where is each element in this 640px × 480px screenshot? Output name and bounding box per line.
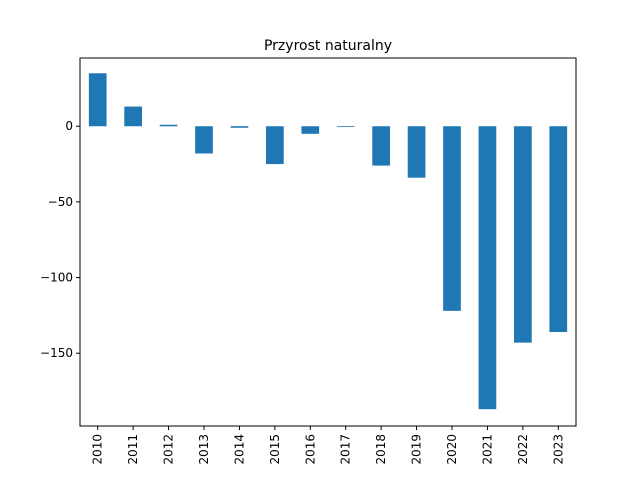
bar-2011 — [124, 106, 142, 127]
x-tick-label-2018: 2018 — [374, 434, 388, 465]
bar-2016 — [301, 126, 320, 134]
x-tick-label-2021: 2021 — [480, 434, 494, 465]
x-tick-label-2023: 2023 — [551, 434, 565, 465]
x-tick-label-2013: 2013 — [197, 434, 211, 465]
x-tick-label-2014: 2014 — [232, 434, 246, 465]
bar-2017 — [336, 126, 355, 128]
bar-2018 — [372, 126, 390, 166]
x-tick-label-2017: 2017 — [339, 434, 353, 465]
x-tick-label-2022: 2022 — [516, 434, 530, 465]
x-tick-label-2016: 2016 — [303, 434, 317, 465]
y-tick-label--100: −100 — [40, 271, 73, 285]
bar-2019 — [407, 126, 426, 178]
plot-frame — [79, 57, 577, 427]
bar-2015 — [266, 126, 284, 165]
y-tick-label-0: 0 — [65, 119, 73, 133]
bar-2012 — [159, 124, 178, 127]
bar-2021 — [478, 126, 497, 410]
bars-group — [88, 73, 568, 410]
chart-title: Przyrost naturalny — [264, 38, 392, 54]
bar-2022 — [514, 126, 532, 343]
bar-2010 — [88, 73, 107, 127]
x-axis: 2010 2011 2012 2013 2014 2015 2016 2017 2018 2019… — [91, 426, 565, 465]
bar-2014 — [230, 126, 249, 128]
x-tick-label-2019: 2019 — [410, 434, 424, 465]
bar-2023 — [549, 126, 568, 333]
x-tick-label-2012: 2012 — [162, 434, 176, 465]
x-tick-label-2010: 2010 — [91, 434, 105, 465]
x-tick-label-2020: 2020 — [445, 434, 459, 465]
x-tick-label-2011: 2011 — [126, 434, 140, 465]
x-tick-label-2015: 2015 — [268, 434, 282, 465]
y-axis: 0 −50 −100 −150 — [40, 119, 80, 360]
y-tick-label--50: −50 — [48, 195, 73, 209]
bar-2020 — [443, 126, 461, 311]
y-tick-label--150: −150 — [40, 346, 73, 360]
bar-2013 — [195, 126, 213, 154]
